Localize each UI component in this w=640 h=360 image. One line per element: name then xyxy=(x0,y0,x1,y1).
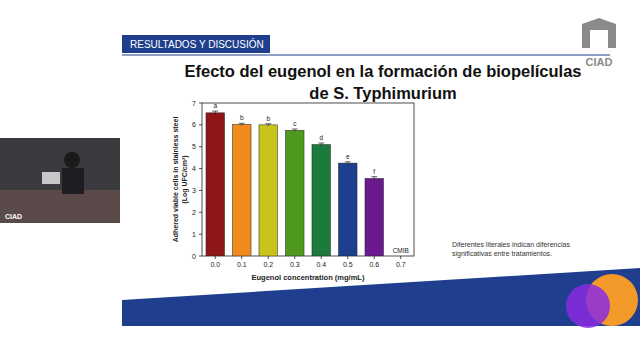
x-tick-label: 0.7 xyxy=(396,261,406,268)
error-cap xyxy=(292,129,298,130)
x-tick xyxy=(374,256,375,259)
error-line xyxy=(294,129,295,132)
error-line xyxy=(347,162,348,165)
error-cap xyxy=(265,123,271,124)
error-bar xyxy=(239,123,245,125)
slide: RESULTADOS Y DISCUSIÓN CIAD CIAD 0 1 2 3 4 5 6 7 0.… xyxy=(0,0,640,360)
logo-text: CIAD xyxy=(586,56,613,68)
y-axis-label-line: Adhered viable cells in stainless steel xyxy=(172,117,179,243)
error-bar xyxy=(212,111,218,114)
y-tick xyxy=(199,146,202,147)
webcam xyxy=(0,138,120,223)
error-cap xyxy=(239,123,245,124)
y-tick xyxy=(199,190,202,191)
x-tick-label: 0.6 xyxy=(369,261,379,268)
y-tick-label: 2 xyxy=(192,209,196,216)
y-tick xyxy=(199,168,202,169)
x-tick xyxy=(400,256,401,259)
bar xyxy=(206,113,225,256)
y-tick-label: 5 xyxy=(192,143,196,150)
bar xyxy=(232,124,251,256)
bottom-band xyxy=(122,268,640,326)
y-tick-label: 4 xyxy=(192,165,196,172)
y-tick xyxy=(199,234,202,235)
x-tick xyxy=(294,256,295,259)
logo-mark xyxy=(582,18,616,48)
x-tick-label: 0.5 xyxy=(343,261,353,268)
error-bar xyxy=(292,129,298,132)
x-tick-label: 0.1 xyxy=(237,261,247,268)
significance-letter: f xyxy=(373,168,375,175)
significance-letter: b xyxy=(266,115,270,122)
plot-frame xyxy=(202,103,414,256)
error-cap xyxy=(212,111,218,112)
significance-letter: b xyxy=(240,114,244,121)
bar xyxy=(312,145,331,256)
bar xyxy=(285,130,304,256)
header-rule xyxy=(122,55,610,56)
y-tick-label: 6 xyxy=(192,121,196,128)
bars xyxy=(206,111,384,256)
significance-letter: c xyxy=(293,120,297,127)
x-tick-label: 0.0 xyxy=(210,261,220,268)
x-tick xyxy=(347,256,348,259)
significance-letter: e xyxy=(346,153,350,160)
bar xyxy=(365,178,384,256)
y-tick xyxy=(199,212,202,213)
y-axis-label: Adhered viable cells in stainless steel(… xyxy=(172,117,189,243)
webcam-label: CIAD xyxy=(5,213,22,220)
x-tick xyxy=(321,256,322,259)
deco-circle xyxy=(566,284,610,328)
y-tick-label: 3 xyxy=(192,187,196,194)
error-bar xyxy=(318,143,324,146)
x-tick-label: 0.2 xyxy=(263,261,273,268)
x-tick xyxy=(241,256,242,259)
bar xyxy=(259,125,278,256)
bar xyxy=(338,163,357,256)
y-tick-label: 1 xyxy=(192,231,196,238)
significance-letter: d xyxy=(319,134,323,141)
error-bar xyxy=(345,162,351,165)
y-tick xyxy=(199,256,202,257)
webcam-desk xyxy=(0,190,120,223)
x-tick-label: 0.3 xyxy=(290,261,300,268)
header: RESULTADOS Y DISCUSIÓN xyxy=(130,38,264,50)
error-bar xyxy=(371,177,377,180)
error-line xyxy=(374,177,375,180)
x-tick xyxy=(215,256,216,259)
error-bar xyxy=(265,124,271,126)
y-tick xyxy=(199,103,202,104)
x-tick xyxy=(268,256,269,259)
header-bg xyxy=(122,35,270,53)
y-axis-label-line: (Log UFC/cm²) xyxy=(181,155,189,203)
chart-title: Efecto del eugenol en la formación de bi… xyxy=(178,60,588,104)
y-tick-label: 7 xyxy=(192,100,196,107)
error-cap xyxy=(371,176,377,177)
webcam-person xyxy=(62,168,84,194)
note: Diferentes literales indican diferencias… xyxy=(452,240,582,258)
logo: CIAD xyxy=(582,18,616,68)
error-cap xyxy=(345,161,351,162)
y-tick-label: 0 xyxy=(192,253,196,260)
x-axis-label: Eugenol concentration (mg/mL) xyxy=(252,273,365,282)
significance-letter: a xyxy=(213,102,217,109)
error-line xyxy=(321,143,322,146)
y-tick xyxy=(199,124,202,125)
webcam-person xyxy=(64,152,80,168)
x-tick-label: 0.4 xyxy=(316,261,326,268)
significance-letter: CMIB xyxy=(393,247,409,254)
error-line xyxy=(215,111,216,114)
error-cap xyxy=(318,142,324,143)
webcam-laptop xyxy=(42,172,60,184)
